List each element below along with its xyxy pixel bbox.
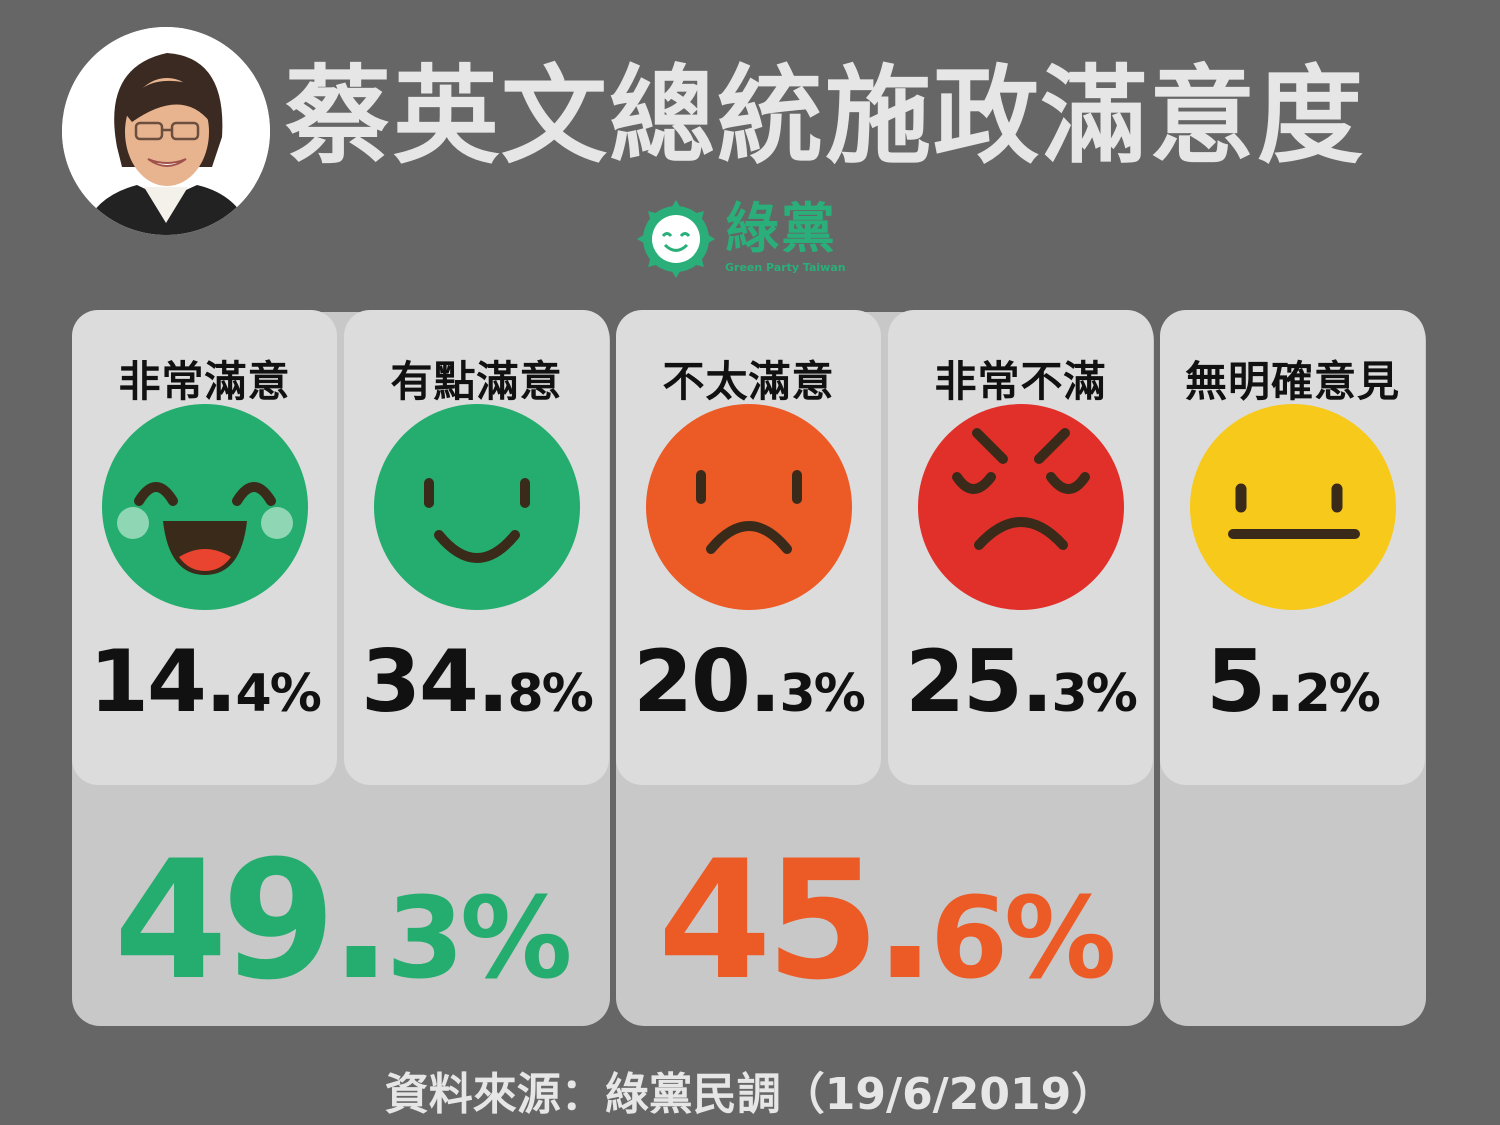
data-source-note: 資料來源：綠黨民調（19/6/2019） [384,1069,1116,1120]
category-label: 非常不滿 [934,357,1107,406]
group-total-dec: 3% [386,874,572,1004]
category-label: 有點滿意 [390,357,563,406]
group-total-dissatisfied: 45.6% [616,825,1154,1016]
value-label-dec: 3% [1051,664,1138,724]
category-label: 非常滿意 [118,357,291,406]
value-label: 25.3% [888,632,1153,732]
portrait-illustration [62,27,270,235]
category-card: 非常不滿 25.3% [888,310,1153,785]
green-party-logo: 綠黨 Green Party Taiwan [635,198,865,280]
value-label-int: 14. [89,632,237,732]
laughing-face-icon [101,403,309,611]
group-total-dec: 6% [930,874,1116,1004]
value-label-dec: 4% [235,664,322,724]
category-card: 非常滿意 14.4% [72,310,337,785]
value-label: 14.4% [72,632,337,732]
value-label-dec: 2% [1294,664,1381,724]
value-label: 20.3% [616,632,881,732]
value-label-int: 25. [905,632,1053,732]
value-label-dec: 8% [507,664,594,724]
logo-subtitle: Green Party Taiwan [725,261,846,274]
page-title: 蔡英文總統施政滿意度 [285,55,1365,178]
value-label: 34.8% [344,632,609,732]
category-card: 有點滿意 34.8% [344,310,609,785]
category-label: 不太滿意 [662,357,835,406]
value-label-int: 34. [361,632,509,732]
sun-face-logo-icon [637,200,715,278]
value-label-int: 20. [633,632,781,732]
value-label: 5.2% [1160,632,1425,732]
group-total-satisfied: 49.3% [72,825,610,1016]
value-label-int: 5. [1206,632,1297,732]
angry-face-icon [917,403,1125,611]
value-label-dec: 3% [779,664,866,724]
category-card: 不太滿意 20.3% [616,310,881,785]
logo-name: 綠黨 [725,197,837,260]
group-total-int: 45. [657,825,937,1016]
neutral-face-icon [1189,403,1397,611]
president-portrait [62,27,270,235]
group-total-int: 49. [113,825,393,1016]
category-label: 無明確意見 [1184,357,1400,406]
category-card: 無明確意見 5.2% [1160,310,1425,785]
frowning-face-icon [645,403,853,611]
smiling-face-icon [373,403,581,611]
